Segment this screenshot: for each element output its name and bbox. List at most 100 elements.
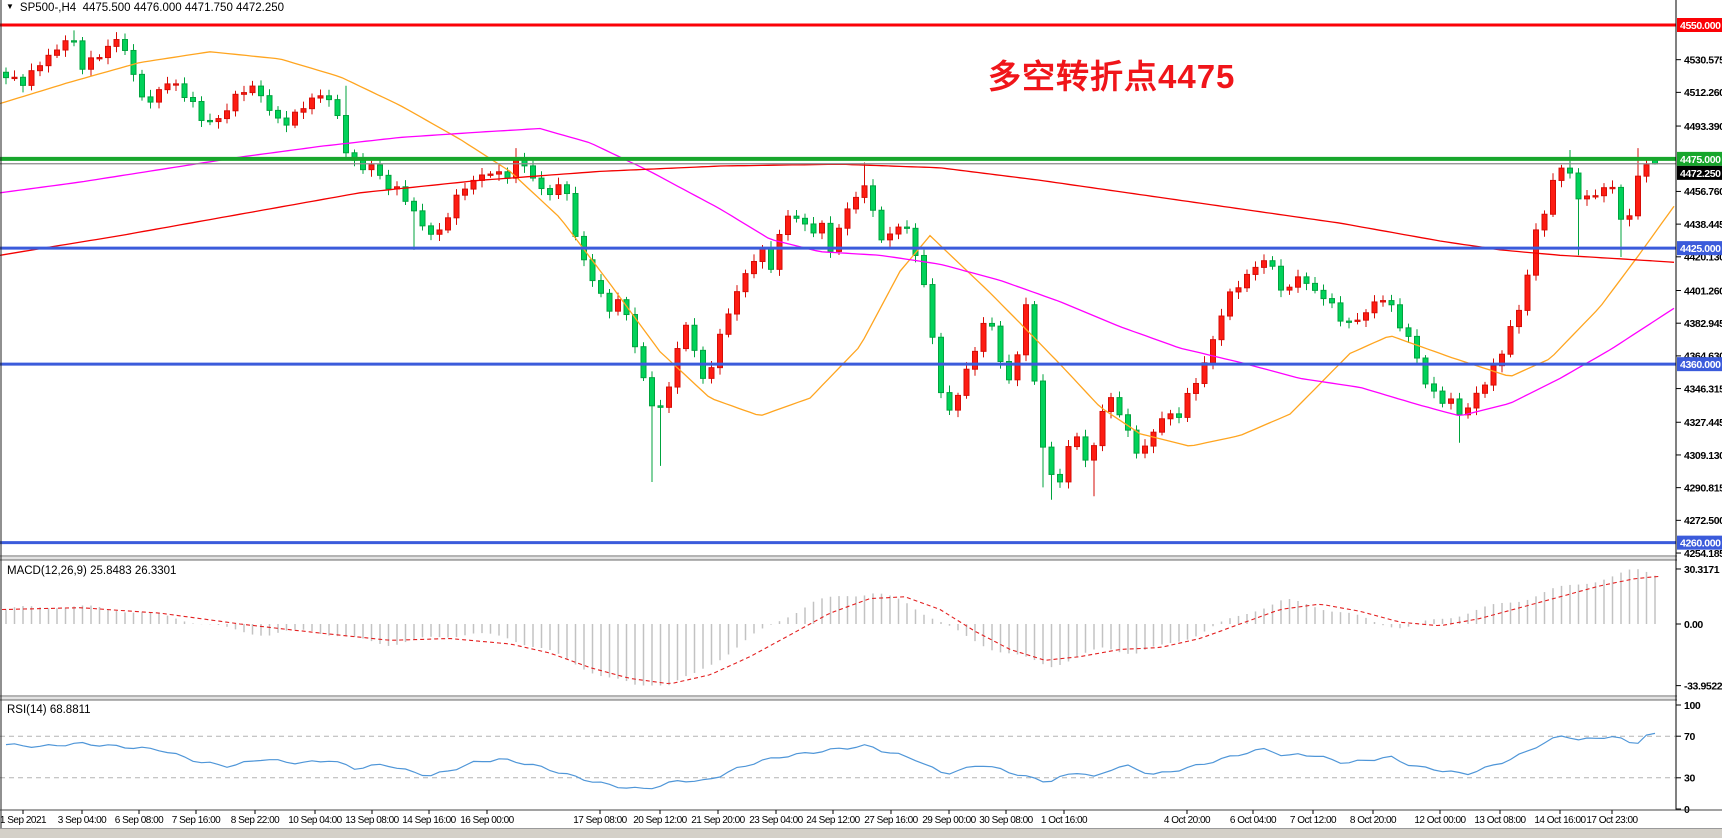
- candle-body: [1439, 390, 1446, 404]
- price-badge-label: 4360.000: [1680, 359, 1721, 371]
- price-tick-label: 4346.315: [1684, 383, 1722, 395]
- chart-annotation-text[interactable]: 多空转折点4475: [988, 58, 1236, 95]
- candle-body: [1516, 309, 1522, 328]
- candle-body: [972, 350, 978, 370]
- candle-body: [283, 117, 290, 126]
- candle-body: [1541, 213, 1548, 231]
- candle-body: [1346, 320, 1352, 323]
- candle-body: [1295, 276, 1301, 288]
- candle-body: [793, 215, 800, 219]
- candle-body: [96, 57, 103, 60]
- time-tick-label: 14 Oct 16:00: [1534, 815, 1586, 826]
- candle-body: [1227, 291, 1233, 317]
- candle-body: [1159, 418, 1165, 433]
- candle-body: [657, 405, 664, 408]
- candle-body: [564, 184, 570, 195]
- axis-mask: [1677, 0, 1722, 810]
- candle-body: [802, 217, 808, 225]
- candle-body: [853, 196, 859, 210]
- candle-body: [759, 247, 766, 262]
- rsi-line: [5, 732, 1656, 790]
- price-badge-label: 4472.250: [1680, 168, 1721, 180]
- candle-body: [912, 227, 919, 256]
- time-tick-label: 1 Oct 16:00: [1041, 815, 1088, 826]
- candle-body: [1329, 298, 1335, 304]
- candle-body: [419, 210, 426, 227]
- price-badge-label: 4550.000: [1680, 20, 1721, 32]
- candle-body: [504, 171, 511, 179]
- candle-body: [1601, 187, 1607, 197]
- candle-body: [122, 39, 128, 51]
- price-tick-label: 4290.815: [1684, 482, 1722, 494]
- candle-body: [980, 322, 987, 352]
- candle-body: [1465, 407, 1471, 416]
- time-tick-label: 13 Oct 08:00: [1474, 815, 1526, 826]
- candle-body: [1643, 164, 1650, 177]
- candle-body: [1371, 301, 1378, 314]
- candle-body: [156, 89, 162, 103]
- price-badge-label: 4425.000: [1680, 243, 1721, 255]
- candle-body: [1405, 327, 1412, 337]
- candle-body: [258, 85, 264, 97]
- candle-body: [402, 186, 409, 202]
- price-badge-4425.000: [1677, 241, 1722, 256]
- candle-body: [1635, 175, 1641, 217]
- candle-body: [496, 171, 502, 175]
- candle-body: [164, 83, 171, 91]
- price-badge-label: 4260.000: [1680, 538, 1721, 550]
- candle-body: [1414, 335, 1420, 359]
- candle-body: [751, 260, 757, 275]
- price-tick-label: 4456.760: [1684, 186, 1722, 198]
- candle-body: [241, 92, 247, 95]
- candle-body: [113, 39, 120, 47]
- price-tick-label: 4512.260: [1684, 87, 1722, 99]
- candle-body: [1269, 260, 1276, 267]
- candle-body: [249, 85, 256, 94]
- collapse-arrow-icon[interactable]: ▼: [6, 2, 14, 11]
- candle-body: [309, 97, 315, 110]
- candle-body: [1040, 380, 1046, 448]
- candle-body: [1320, 289, 1327, 300]
- candle-body: [1244, 273, 1250, 289]
- candle-body: [1048, 446, 1055, 475]
- candle-body: [1074, 436, 1080, 448]
- time-tick-label: 13 Sep 08:00: [345, 815, 399, 826]
- time-tick-label: 10 Sep 04:00: [288, 815, 342, 826]
- candle-body: [810, 223, 817, 234]
- candle-body: [1167, 413, 1174, 420]
- candle-body: [1082, 436, 1089, 461]
- time-tick-label: 17 Sep 08:00: [573, 815, 627, 826]
- time-tick-label: 29 Sep 00:00: [922, 815, 976, 826]
- candle-body: [173, 83, 179, 86]
- macd-indicator-label: MACD(12,26,9) 25.8483 26.3301: [7, 565, 177, 577]
- time-tick-label: 8 Sep 22:00: [231, 815, 280, 826]
- price-tick-label: 4327.445: [1684, 417, 1722, 429]
- candle-body: [445, 217, 451, 231]
- candle-body: [1473, 392, 1480, 409]
- candle-body: [1057, 473, 1063, 483]
- candle-body: [1558, 167, 1565, 181]
- candle-body: [1397, 304, 1403, 329]
- candle-body: [598, 280, 604, 294]
- candle-body: [1150, 431, 1157, 447]
- candle-body: [62, 40, 69, 51]
- price-tick-label: 70: [1684, 731, 1695, 743]
- price-badge-4260.000: [1677, 535, 1722, 550]
- candle-body: [921, 254, 927, 286]
- ma-line-orange: [0, 51, 1675, 447]
- candle-body: [1235, 287, 1242, 293]
- candle-body: [929, 284, 936, 338]
- candle-body: [632, 314, 638, 348]
- candle-body: [666, 386, 672, 408]
- panel-separator: [0, 557, 1722, 560]
- time-tick-label: 14 Sep 16:00: [402, 815, 456, 826]
- candle-body: [530, 165, 536, 179]
- candle-body: [1354, 319, 1361, 322]
- candle-body: [487, 173, 494, 176]
- candle-body: [1116, 397, 1123, 416]
- candle-body: [436, 229, 443, 235]
- ma-line-magenta: [0, 127, 1675, 417]
- candle-body: [1261, 260, 1267, 268]
- time-tick-label: 20 Sep 12:00: [633, 815, 687, 826]
